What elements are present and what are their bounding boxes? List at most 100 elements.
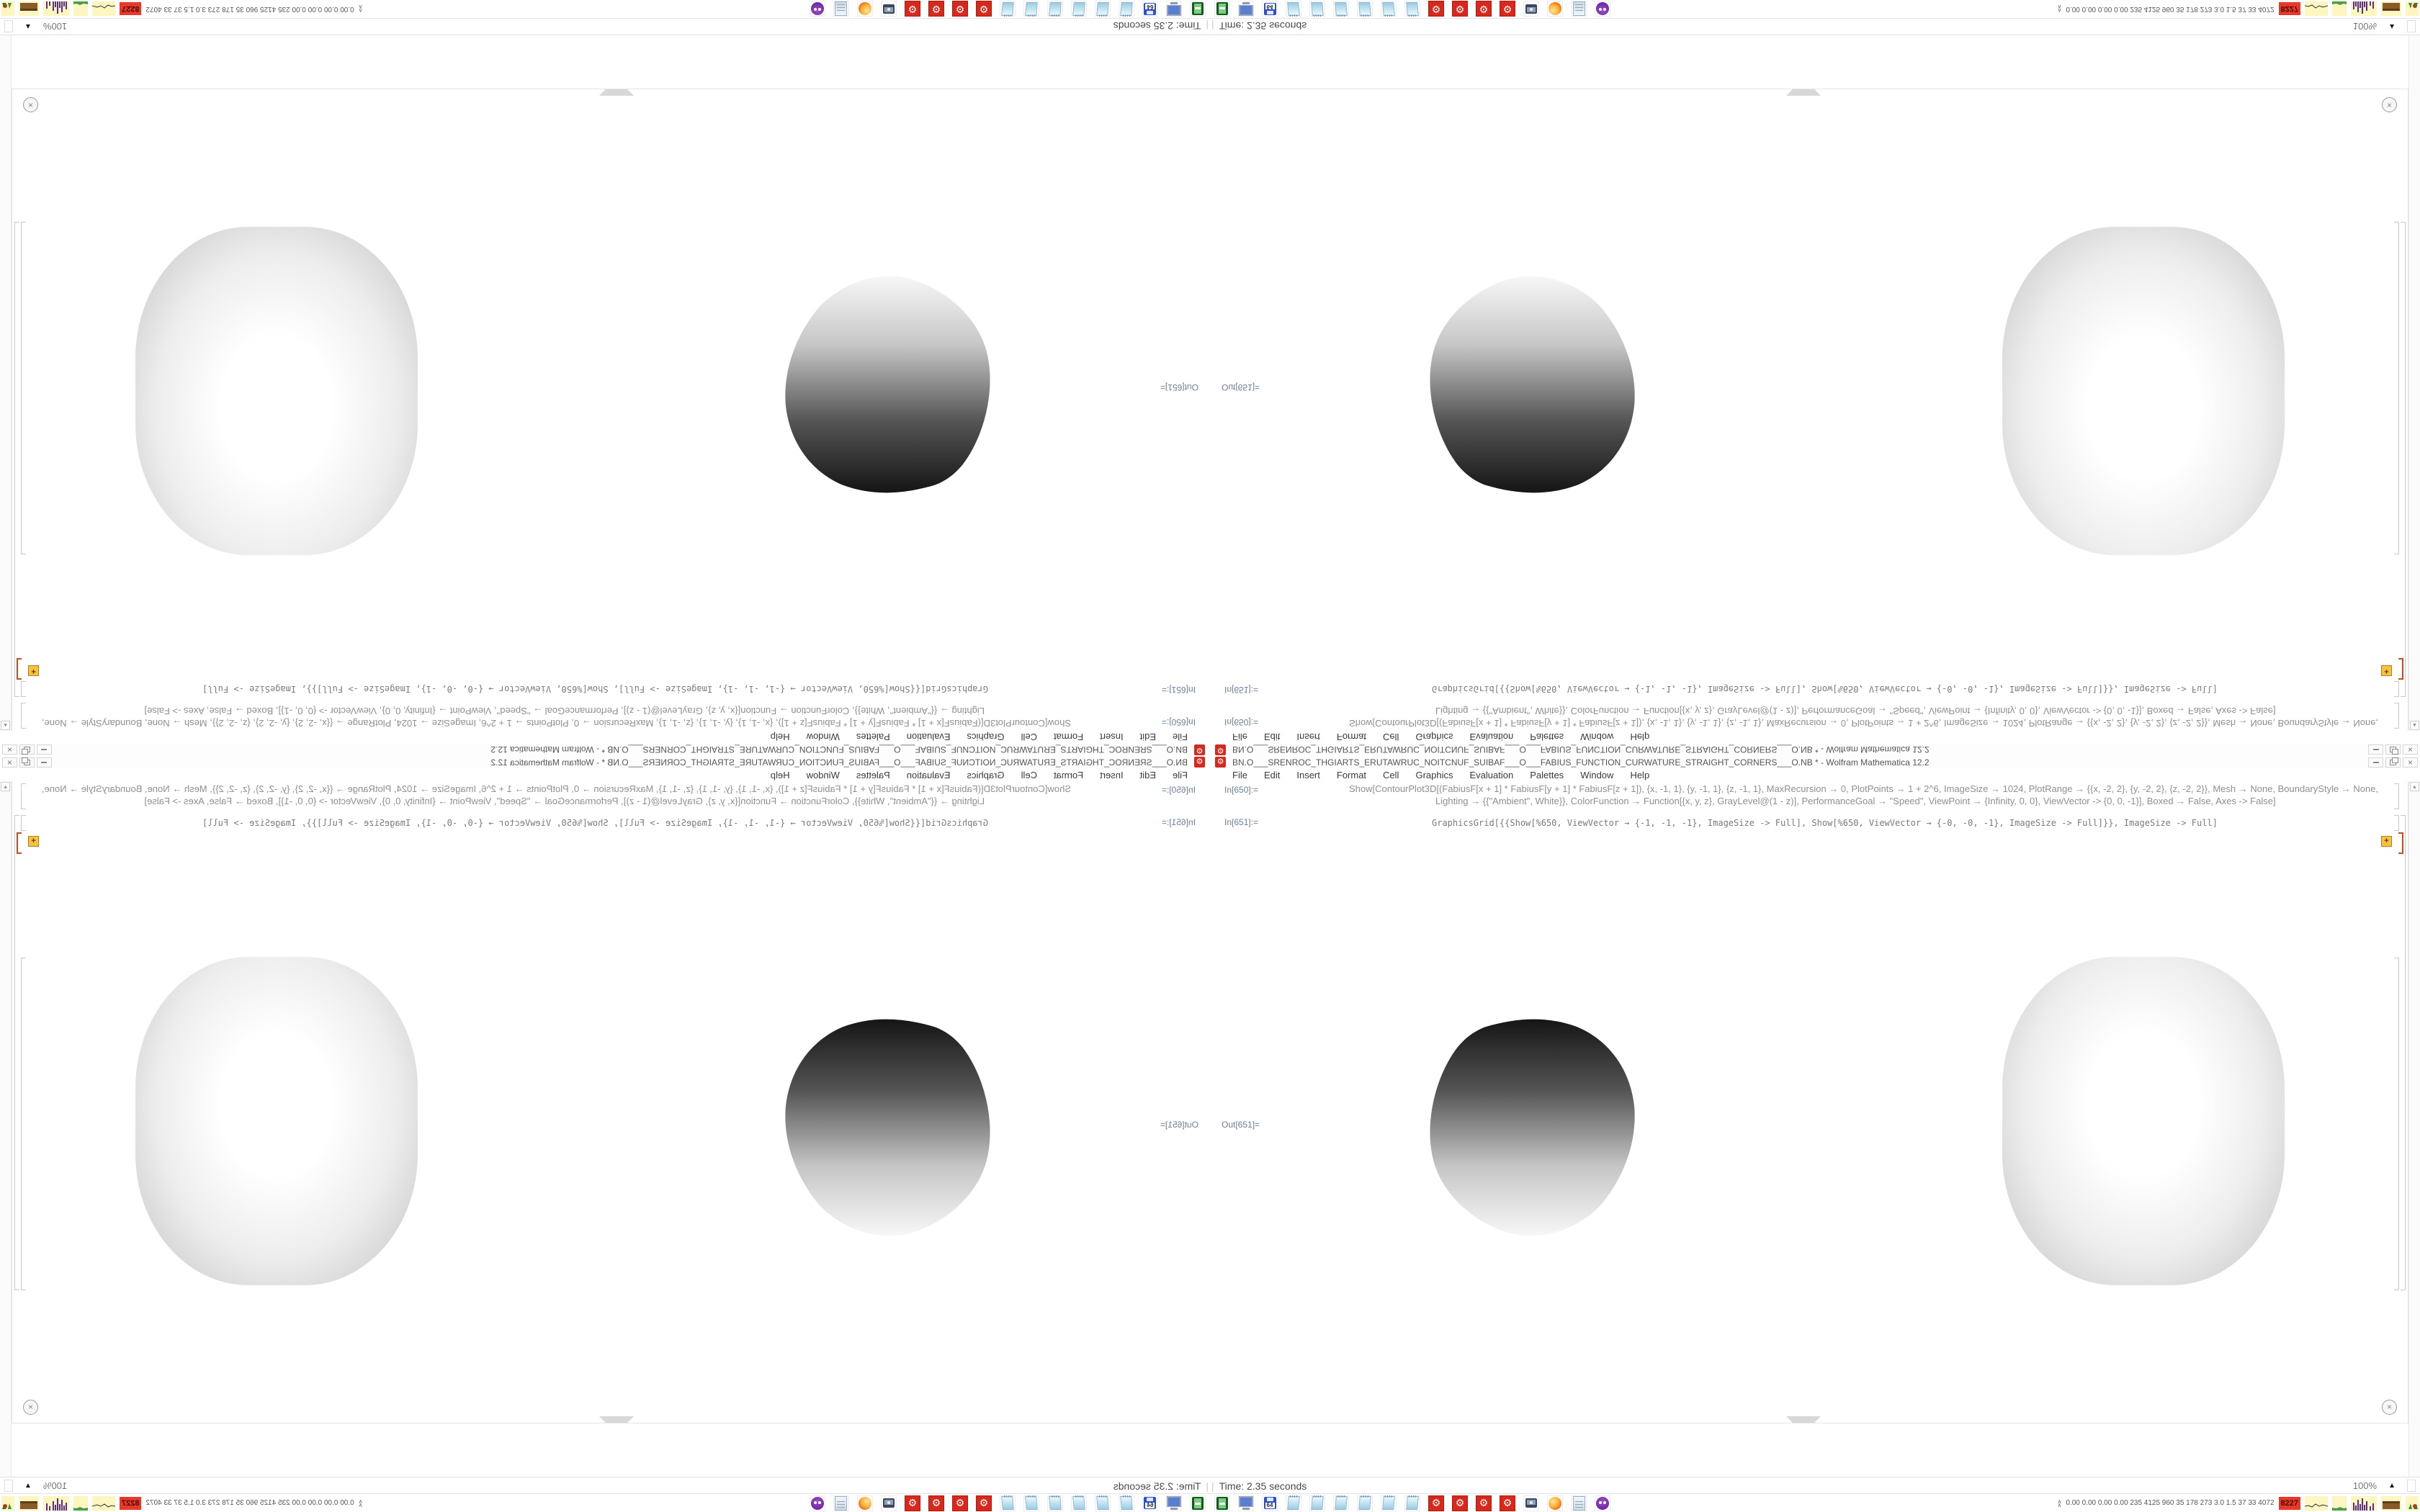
expand-group-button[interactable]: +	[28, 836, 39, 847]
notepad-icon[interactable]	[1095, 1495, 1111, 1511]
notepad-icon[interactable]	[1286, 1495, 1301, 1511]
scroll-document-icon[interactable]	[1571, 1495, 1587, 1511]
window-titlebar[interactable]: ⚙ BN.O___SRENROC_THGIARTS_ERUTAWRUC_NOIT…	[1210, 744, 2420, 756]
menu-evaluation[interactable]: Evaluation	[906, 769, 951, 780]
vertical-scrollbar[interactable]: ▲	[2408, 35, 2420, 731]
notepad-icon[interactable]	[1381, 1495, 1397, 1511]
cell-bracket-in650[interactable]	[21, 703, 26, 729]
green-book-icon[interactable]	[1214, 1495, 1230, 1511]
notepad-icon[interactable]	[1381, 1, 1397, 17]
cell-bracket-in650[interactable]	[2394, 703, 2399, 729]
scroll-up-button[interactable]: ▲	[1, 721, 10, 730]
cell-bracket-in650[interactable]	[2394, 783, 2399, 809]
notepad-icon[interactable]	[1000, 1495, 1016, 1511]
owl-icon[interactable]	[1595, 1, 1610, 17]
floppy-64-icon[interactable]: 64	[1142, 1495, 1158, 1511]
notepad-icon[interactable]	[1333, 1, 1349, 17]
output-graphic-corner-view[interactable]	[1415, 270, 1647, 501]
window-titlebar[interactable]: ⚙ BN.O___SRENROC_THGIARTS_ERUTAWRUC_NOIT…	[1210, 756, 2420, 768]
red-gear-icon[interactable]: ⚙	[1500, 1, 1515, 17]
cell-bracket-out651[interactable]	[21, 222, 26, 554]
window-titlebar[interactable]: ⚙ BN.O___SRENROC_THGIARTS_ERUTAWRUC_NOIT…	[0, 756, 1210, 768]
menu-palettes[interactable]: Palettes	[1530, 769, 1564, 780]
menu-edit[interactable]: Edit	[1263, 769, 1281, 780]
input-code-651[interactable]: GraphicsGrid[{{Show[%650, ViewVector → {…	[1432, 818, 2218, 828]
red-gear-icon[interactable]: ⚙	[1476, 1495, 1492, 1511]
vertical-scrollbar[interactable]: ▲	[2408, 781, 2420, 1477]
red-gear-icon[interactable]: ⚙	[976, 1495, 992, 1511]
scroll-up-button[interactable]: ▲	[2410, 782, 2419, 791]
vertical-scrollbar[interactable]: ▲	[0, 35, 12, 731]
input-code-650-line2[interactable]: Lighting → {{"Ambient", White}}, ColorFu…	[1435, 706, 2276, 716]
close-button[interactable]: ×	[2403, 744, 2418, 755]
monitor-icon[interactable]	[1238, 1495, 1254, 1511]
green-book-icon[interactable]	[1214, 1, 1230, 17]
cell-bracket-out651[interactable]	[2394, 958, 2399, 1290]
menu-evaluation[interactable]: Evaluation	[1469, 732, 1514, 743]
minimize-button[interactable]	[2368, 757, 2383, 768]
input-code-650-line2[interactable]: Lighting → {{"Ambient", White}}, ColorFu…	[144, 706, 985, 716]
red-gear-icon[interactable]: ⚙	[905, 1, 920, 17]
menu-edit[interactable]: Edit	[1139, 732, 1157, 743]
notepad-icon[interactable]	[1071, 1, 1087, 17]
menu-palettes[interactable]: Palettes	[856, 769, 890, 780]
red-gear-icon[interactable]: ⚙	[1476, 1, 1492, 17]
cell-bracket-in651[interactable]	[21, 815, 26, 831]
red-gear-icon[interactable]: ⚙	[928, 1, 944, 17]
menu-edit[interactable]: Edit	[1139, 769, 1157, 780]
input-code-650-line1[interactable]: Show[ContourPlot3D[(FabiusF[x + 1] * Fab…	[41, 783, 1071, 794]
menu-palettes[interactable]: Palettes	[856, 732, 890, 743]
monitor-icon[interactable]	[1238, 1, 1254, 17]
input-code-651[interactable]: GraphicsGrid[{{Show[%650, ViewVector → {…	[202, 684, 988, 694]
output-graphic-corner-view[interactable]	[1415, 1011, 1647, 1242]
menu-help[interactable]: Help	[770, 732, 790, 743]
resize-grip[interactable]	[2407, 20, 2416, 32]
screenshot-monitor-icon[interactable]	[881, 1, 897, 17]
menu-window[interactable]: Window	[806, 769, 840, 780]
menu-format[interactable]: Format	[1053, 769, 1084, 780]
output-graphic-bottom-view[interactable]	[2002, 227, 2285, 555]
menu-format[interactable]: Format	[1336, 732, 1367, 743]
input-code-650-line1[interactable]: Show[ContourPlot3D[(FabiusF[x + 1] * Fab…	[1349, 718, 2379, 729]
restore-button[interactable]	[19, 757, 35, 768]
closed-cell-bracket[interactable]	[17, 832, 22, 854]
menu-file[interactable]: File	[1173, 769, 1188, 780]
notepad-icon[interactable]	[1023, 1, 1039, 17]
input-code-650-line1[interactable]: Show[ContourPlot3D[(FabiusF[x + 1] * Fab…	[41, 718, 1071, 729]
menu-cell[interactable]: Cell	[1383, 732, 1399, 743]
menu-cell[interactable]: Cell	[1383, 769, 1399, 780]
zoom-selector-icon[interactable]: ▲	[2388, 22, 2396, 30]
screenshot-monitor-icon[interactable]	[881, 1495, 897, 1511]
menu-window[interactable]: Window	[1580, 769, 1614, 780]
cell-bracket-in650[interactable]	[21, 783, 26, 809]
notepad-icon[interactable]	[1047, 1495, 1063, 1511]
resize-grip[interactable]	[4, 20, 13, 32]
red-gear-icon[interactable]: ⚙	[952, 1, 968, 17]
close-button[interactable]: ×	[2403, 757, 2418, 768]
menu-file[interactable]: File	[1232, 769, 1247, 780]
menu-evaluation[interactable]: Evaluation	[1469, 769, 1514, 780]
firefox-icon[interactable]	[1547, 1495, 1563, 1511]
cell-group-bracket[interactable]	[2401, 222, 2406, 697]
chevrons-icon[interactable]: ∧ ∧	[358, 1498, 363, 1508]
notepad-icon[interactable]	[1404, 1495, 1420, 1511]
red-gear-icon[interactable]: ⚙	[928, 1495, 944, 1511]
restore-button[interactable]	[19, 744, 35, 755]
output-graphic-bottom-view[interactable]	[2002, 957, 2285, 1285]
monitor-icon[interactable]	[1166, 1, 1182, 17]
floppy-64-icon[interactable]: 64	[1262, 1, 1278, 17]
screenshot-monitor-icon[interactable]	[1523, 1, 1539, 17]
notepad-icon[interactable]	[1357, 1495, 1373, 1511]
input-code-650-line2[interactable]: Lighting → {{"Ambient", White}}, ColorFu…	[144, 796, 985, 806]
red-gear-icon[interactable]: ⚙	[1452, 1, 1468, 17]
notepad-icon[interactable]	[1095, 1, 1111, 17]
menu-graphics[interactable]: Graphics	[967, 732, 1005, 743]
notepad-icon[interactable]	[1333, 1495, 1349, 1511]
output-graphic-bottom-view[interactable]	[135, 227, 418, 555]
menu-graphics[interactable]: Graphics	[1415, 732, 1453, 743]
expand-group-button[interactable]: +	[28, 665, 39, 676]
green-book-icon[interactable]	[1190, 1495, 1206, 1511]
cell-bracket-in651[interactable]	[2394, 815, 2399, 831]
menu-insert[interactable]: Insert	[1100, 732, 1124, 743]
monitor-icon[interactable]	[1166, 1495, 1182, 1511]
